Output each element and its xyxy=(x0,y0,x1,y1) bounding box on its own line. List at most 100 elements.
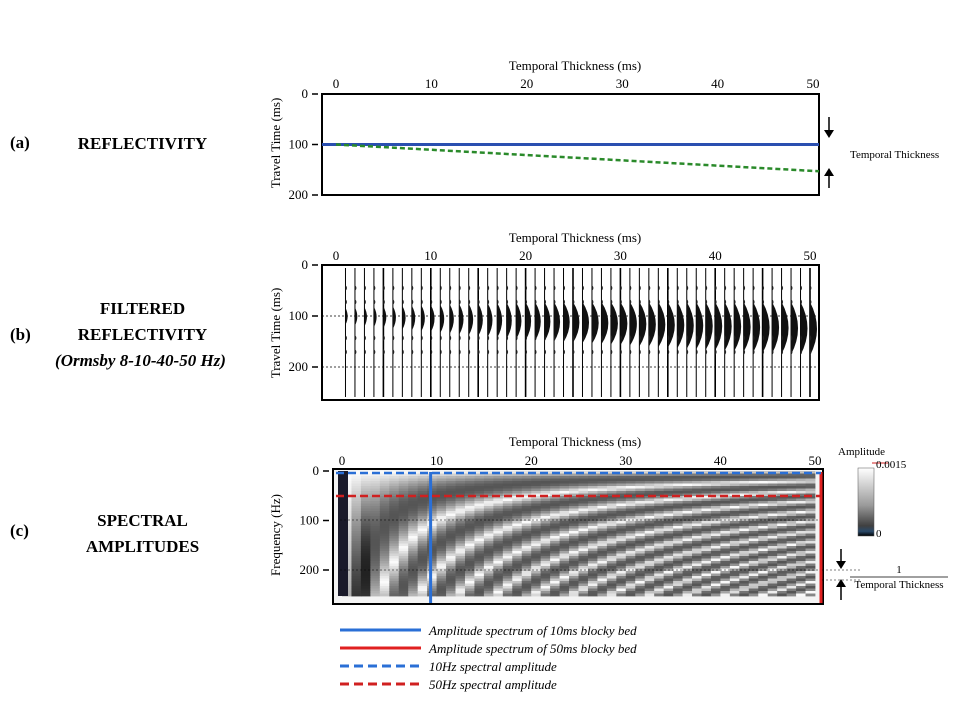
heatmap-cell xyxy=(360,573,371,577)
heatmap-cell xyxy=(569,511,579,514)
heatmap-cell xyxy=(559,488,570,492)
wiggle-ripple xyxy=(345,349,347,355)
heatmap-cell xyxy=(540,488,551,492)
wiggle-ripple xyxy=(354,299,357,305)
heatmap-cell xyxy=(625,536,636,539)
heatmap-cell xyxy=(351,573,362,577)
heatmap-cell xyxy=(408,538,419,542)
heatmap-cell xyxy=(370,558,381,562)
heatmap-cell xyxy=(370,568,381,572)
heatmap-cell xyxy=(379,513,390,517)
heatmap-cell xyxy=(540,541,551,544)
heatmap-cell xyxy=(663,483,674,487)
heatmap-cell xyxy=(777,531,788,534)
heatmap-cell xyxy=(512,583,523,587)
heatmap-cell xyxy=(644,521,655,524)
heatmap-cell xyxy=(398,488,409,492)
heatmap-cell xyxy=(370,516,381,519)
heatmap-cell xyxy=(635,556,646,559)
heatmap-cell xyxy=(786,576,797,579)
heatmap-cell xyxy=(644,496,655,499)
wiggle-ripple xyxy=(810,335,812,341)
heatmap-cell xyxy=(692,548,702,552)
heatmap-cell xyxy=(493,496,504,499)
heatmap-cell xyxy=(597,508,608,512)
heatmap-cell xyxy=(597,591,608,594)
y-tick-label: 100 xyxy=(289,308,309,323)
wiggle-ripple xyxy=(563,335,566,341)
heatmap-cell xyxy=(625,483,636,487)
heatmap-cell xyxy=(521,563,532,567)
heatmap-cell xyxy=(493,561,504,564)
x-tick-label: 20 xyxy=(520,76,533,91)
heatmap-cell xyxy=(597,586,608,589)
heatmap-cell xyxy=(796,581,806,584)
heatmap-cell xyxy=(360,551,371,554)
heatmap-cell xyxy=(351,583,362,587)
heatmap-cell xyxy=(635,538,646,542)
heatmap-cell xyxy=(455,578,466,582)
heatmap-cell xyxy=(351,481,362,484)
heatmap-cell xyxy=(436,473,447,477)
heatmap-cell xyxy=(692,533,702,537)
heatmap-cell xyxy=(531,501,542,504)
heatmap-cell xyxy=(569,498,579,502)
heatmap-cell xyxy=(597,478,608,482)
heatmap-cell xyxy=(483,503,494,507)
wiggle-lobe xyxy=(525,302,532,341)
heatmap-cell xyxy=(767,491,778,494)
wiggle-ripple xyxy=(478,349,480,355)
heatmap-cell xyxy=(767,511,778,514)
heatmap-cell xyxy=(531,508,542,512)
panel-c-title-line1: SPECTRAL xyxy=(97,511,188,530)
heatmap-cell xyxy=(569,476,579,479)
heatmap-cell xyxy=(455,538,466,542)
heatmap-cell xyxy=(559,478,570,482)
heatmap-cell xyxy=(474,571,485,574)
heatmap-cell xyxy=(767,481,778,484)
heatmap-cell xyxy=(569,478,579,482)
heatmap-cell xyxy=(550,483,560,487)
heatmap-cell xyxy=(710,533,721,537)
heatmap-cell xyxy=(474,516,485,519)
heatmap-cell xyxy=(351,553,362,557)
heatmap-cell xyxy=(550,488,560,492)
heatmap-cell xyxy=(379,573,390,577)
heatmap-cell xyxy=(710,541,721,544)
heatmap-cell xyxy=(502,486,513,489)
x-tick-label: 0 xyxy=(333,248,340,263)
heatmap-cell xyxy=(569,551,579,554)
wiggle-lobe xyxy=(791,302,799,355)
heatmap-cell xyxy=(625,523,636,527)
heatmap-cell xyxy=(796,496,806,499)
heatmap-cell xyxy=(502,558,513,562)
legend: Amplitude spectrum of 10ms blocky bedAmp… xyxy=(340,623,637,692)
heatmap-cell xyxy=(635,528,646,532)
heatmap-cell xyxy=(796,511,806,514)
heatmap-cell xyxy=(370,591,381,594)
heatmap-cell xyxy=(701,533,712,537)
heatmap-cell xyxy=(389,548,400,552)
heatmap-cell xyxy=(417,486,428,489)
heatmap-cell xyxy=(512,571,523,574)
heatmap-cell xyxy=(379,476,390,479)
heatmap-cell xyxy=(408,496,419,499)
panel-a-annotation: Temporal Thickness xyxy=(850,149,939,161)
heatmap-cell xyxy=(379,491,390,494)
wiggle-ripple xyxy=(743,285,746,291)
heatmap-cell xyxy=(796,543,806,547)
heatmap-cell xyxy=(483,491,494,494)
heatmap-cell xyxy=(360,591,371,594)
heatmap-cell xyxy=(474,498,485,502)
heatmap-cell xyxy=(483,516,494,519)
heatmap-cell xyxy=(578,496,589,499)
heatmap-cell xyxy=(408,478,419,482)
heatmap-cell xyxy=(786,578,797,582)
heatmap-cell xyxy=(777,491,788,494)
heatmap-cell xyxy=(663,571,674,574)
heatmap-cell xyxy=(550,511,560,514)
heatmap-cell xyxy=(767,473,778,477)
heatmap-cell xyxy=(398,511,409,514)
heatmap-cell xyxy=(370,501,381,504)
